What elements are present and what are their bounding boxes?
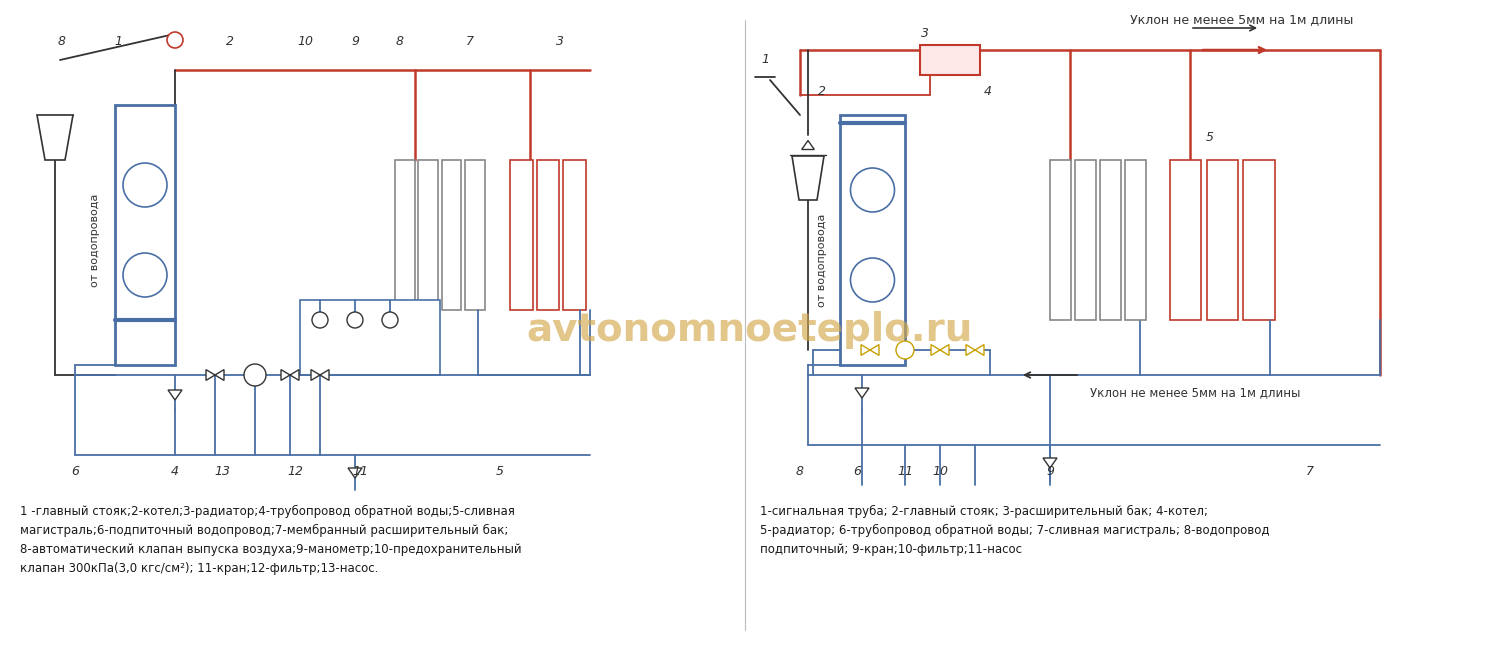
Bar <box>1170 160 1202 320</box>
Polygon shape <box>320 370 328 380</box>
Bar <box>441 160 462 310</box>
Bar <box>1125 160 1146 320</box>
Bar <box>419 160 438 310</box>
Bar <box>510 160 532 310</box>
Bar <box>537 160 560 310</box>
Polygon shape <box>861 345 870 355</box>
Circle shape <box>850 168 894 212</box>
Text: 5: 5 <box>1206 131 1214 144</box>
Bar <box>1206 160 1237 320</box>
Circle shape <box>123 253 166 297</box>
Text: avtonomnoeteplo.ru: avtonomnoeteplo.ru <box>526 311 974 349</box>
Polygon shape <box>280 370 290 380</box>
Text: 10: 10 <box>297 35 314 48</box>
Bar <box>1100 160 1120 320</box>
Polygon shape <box>940 345 950 355</box>
Bar <box>920 45 980 75</box>
Text: 2: 2 <box>818 85 827 98</box>
Polygon shape <box>168 390 182 400</box>
Text: Уклон не менее 5мм на 1м длины: Уклон не менее 5мм на 1м длины <box>1130 13 1353 26</box>
Polygon shape <box>932 345 940 355</box>
Text: 5: 5 <box>496 465 504 478</box>
Polygon shape <box>966 345 975 355</box>
Text: 1-сигнальная труба; 2-главный стояк; 3-расширительный бак; 4-котел;
5-радиатор; : 1-сигнальная труба; 2-главный стояк; 3-р… <box>760 505 1269 556</box>
Bar <box>1050 160 1071 320</box>
Circle shape <box>850 258 894 302</box>
Text: 8: 8 <box>58 35 66 48</box>
Bar <box>564 160 586 310</box>
Circle shape <box>312 312 328 328</box>
Polygon shape <box>310 370 320 380</box>
Polygon shape <box>206 370 214 380</box>
Polygon shape <box>801 141 814 150</box>
Text: 4: 4 <box>984 85 992 98</box>
Text: 1: 1 <box>114 35 122 48</box>
Circle shape <box>123 163 166 207</box>
Circle shape <box>346 312 363 328</box>
Polygon shape <box>792 156 824 200</box>
Text: от водопровода: от водопровода <box>90 193 101 286</box>
Bar <box>1076 160 1096 320</box>
Text: 6: 6 <box>853 465 861 478</box>
Polygon shape <box>855 388 868 398</box>
Text: 10: 10 <box>932 465 948 478</box>
Bar <box>300 300 439 375</box>
Text: 13: 13 <box>214 465 230 478</box>
Polygon shape <box>214 370 223 380</box>
Text: 12: 12 <box>286 465 303 478</box>
Text: 8: 8 <box>396 35 404 48</box>
Polygon shape <box>290 370 298 380</box>
Polygon shape <box>975 345 984 355</box>
Text: 9: 9 <box>351 35 358 48</box>
Circle shape <box>166 32 183 48</box>
Text: 7: 7 <box>466 35 474 48</box>
Text: от водопровода: от водопровода <box>818 213 827 307</box>
Text: 9: 9 <box>1046 465 1054 478</box>
Bar <box>465 160 484 310</box>
Circle shape <box>896 341 914 359</box>
Text: 1 -главный стояк;2-котел;3-радиатор;4-трубопровод обратной воды;5-сливная
магист: 1 -главный стояк;2-котел;3-радиатор;4-тр… <box>20 505 522 576</box>
Text: Уклон не менее 5мм на 1м длины: Уклон не менее 5мм на 1м длины <box>1090 387 1300 399</box>
Polygon shape <box>38 115 74 160</box>
Text: 3: 3 <box>921 27 928 40</box>
Bar <box>394 160 416 310</box>
Polygon shape <box>348 468 361 478</box>
Bar <box>1244 160 1275 320</box>
Text: 2: 2 <box>226 35 234 48</box>
Text: 3: 3 <box>556 35 564 48</box>
Text: 1: 1 <box>760 53 770 66</box>
Text: 11: 11 <box>352 465 368 478</box>
Bar <box>840 115 904 365</box>
Text: 4: 4 <box>171 465 178 478</box>
Polygon shape <box>1042 458 1058 468</box>
Circle shape <box>382 312 398 328</box>
Text: 11: 11 <box>897 465 914 478</box>
Circle shape <box>244 364 266 386</box>
Bar <box>116 105 176 365</box>
Text: 6: 6 <box>70 465 80 478</box>
Text: 8: 8 <box>796 465 804 478</box>
Text: 7: 7 <box>1306 465 1314 478</box>
Polygon shape <box>870 345 879 355</box>
